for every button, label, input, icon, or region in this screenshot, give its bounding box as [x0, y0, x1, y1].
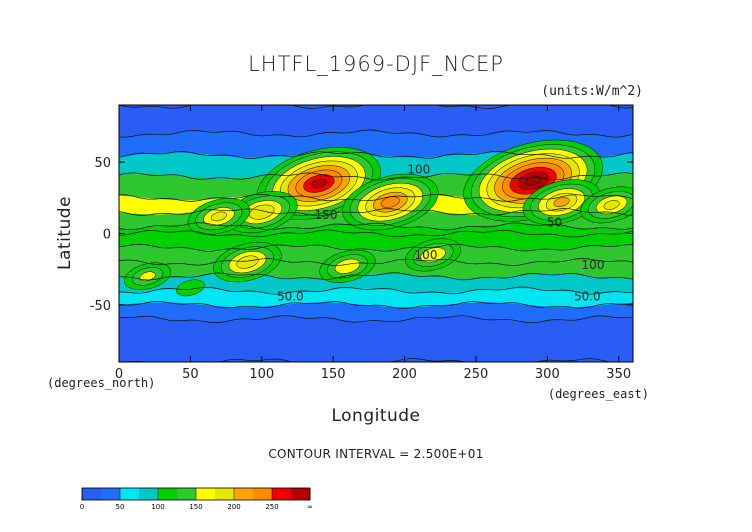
field-maximum [420, 247, 446, 263]
colorbar-swatch [82, 488, 102, 500]
colorbar-swatch [291, 488, 311, 500]
colorbar: 0 50 100 150 200 250 ∞ [80, 487, 313, 511]
field-maximum [553, 197, 570, 207]
x-unit-label: (degrees_east) [548, 387, 649, 401]
contour-interval-label: CONTOUR INTERVAL = 2.500E+01 [268, 447, 483, 461]
colorbar-swatch [272, 488, 292, 500]
x-axis-ticks: 0 50 100 150 200 250 300 350 [115, 105, 631, 382]
x-tick-label: 300 [535, 367, 560, 382]
contour-label: 100 [407, 163, 430, 177]
contour-line [119, 286, 633, 295]
y-unit-label: (degrees_north) [47, 376, 155, 390]
colorbar-label: 50 [116, 503, 125, 511]
latitude-band [119, 302, 633, 322]
x-tick-label: 200 [392, 367, 417, 382]
colorbar-label: 150 [189, 503, 202, 511]
colorbar-label: 0 [80, 503, 84, 511]
y-axis-ticks: 50 0 -50 [90, 156, 633, 314]
latitude-band [119, 316, 633, 362]
colorbar-swatch [253, 488, 273, 500]
colorbar-swatch [215, 488, 235, 500]
y-axis-label: Latitude [55, 196, 75, 270]
colorbar-swatch [101, 488, 121, 500]
plot-area: 100 150 100 50.0 50 100 50.0 [119, 105, 633, 362]
chart-title: LHTFL_1969-DJF_NCEP [248, 52, 504, 76]
y-tick-label: -50 [90, 299, 111, 314]
y-tick-label: 0 [103, 228, 111, 243]
x-axis-label: Longitude [331, 406, 420, 426]
colorbar-label: 200 [227, 503, 240, 511]
colorbar-swatch [139, 488, 159, 500]
field-maximum [380, 196, 400, 208]
contour-line [119, 229, 633, 238]
field-maximum [176, 279, 205, 297]
contour-line [119, 208, 633, 217]
latitude-band [119, 288, 633, 308]
colorbar-swatch [158, 488, 178, 500]
units-label: (units:W/m^2) [541, 84, 643, 99]
colorbar-label: ∞ [307, 503, 313, 511]
y-tick-label: 50 [94, 156, 111, 171]
field-maximum [603, 200, 620, 210]
contour-label: 100 [415, 248, 438, 262]
contour-line [119, 129, 633, 138]
field-maximum [310, 178, 327, 189]
contour-label: 150 [315, 208, 338, 222]
contour-line [119, 300, 633, 309]
field-maximum [249, 204, 275, 220]
colorbar-label: 250 [265, 503, 278, 511]
colorbar-swatch [177, 488, 197, 500]
contour-label: 50.0 [574, 290, 601, 304]
contour-line [119, 272, 633, 281]
x-tick-label: 250 [464, 367, 489, 382]
x-tick-label: 100 [249, 367, 274, 382]
colorbar-swatch [234, 488, 254, 500]
x-tick-label: 50 [182, 367, 199, 382]
contour-line [119, 258, 633, 266]
contour-line [119, 172, 633, 181]
contour-labels: 100 150 100 50.0 50 100 50.0 [277, 163, 605, 304]
colorbar-label: 100 [151, 503, 164, 511]
field-maxima [124, 139, 633, 297]
field-maximum [139, 271, 156, 282]
colorbar-swatch [196, 488, 216, 500]
colorbar-swatch [120, 488, 140, 500]
x-tick-label: 350 [606, 367, 631, 382]
contour-line [119, 315, 633, 324]
contour-label: 50 [547, 215, 562, 229]
field-maximum [210, 211, 227, 222]
contour-label: 100 [582, 258, 605, 272]
contour-line [119, 222, 633, 231]
contour-line [119, 150, 633, 159]
latitude-band [119, 105, 633, 137]
x-tick-label: 0 [115, 367, 123, 382]
field-maximum [525, 175, 542, 186]
contour-label: 50.0 [277, 290, 304, 304]
x-tick-label: 150 [321, 367, 346, 382]
contour-line [119, 193, 633, 202]
contour-line [119, 243, 633, 252]
